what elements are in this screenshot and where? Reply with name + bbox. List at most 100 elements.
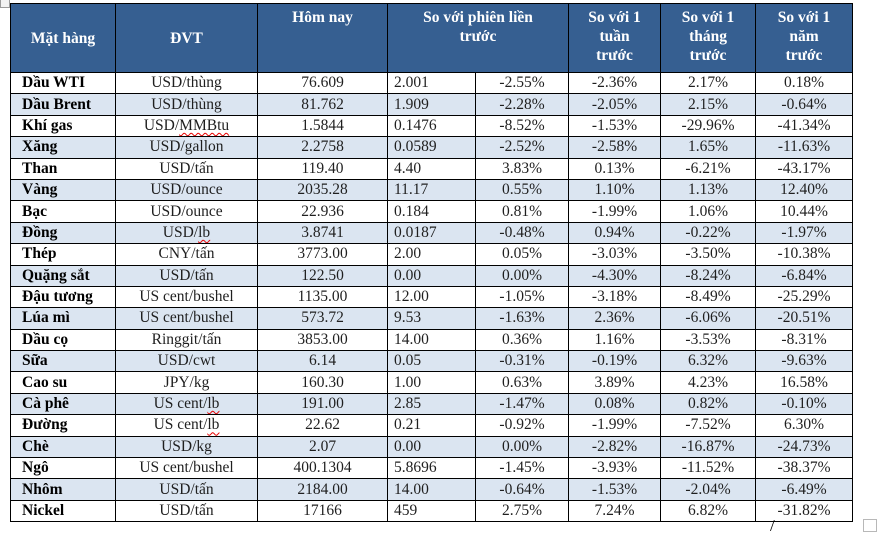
today-cell: 3773.00	[257, 243, 388, 266]
year-pct-cell: 6.30%	[755, 414, 854, 437]
today-cell: 1135.00	[257, 285, 388, 309]
table-row: Nickel USD/tấn 17166 459 2.75% 7.24% 6.82% -31.…	[10, 499, 854, 523]
resize-handle-square[interactable]	[863, 519, 877, 532]
year-pct-cell: -6.84%	[755, 264, 854, 287]
header-vs-year: So với 1 năm trước	[755, 3, 854, 73]
table-row: Dầu WTI USD/thùng 76.609 2.001 -2.55% -2.36% 2…	[10, 71, 854, 95]
commodity-cell: Sữa	[10, 350, 116, 373]
header-today: Hôm nay	[257, 3, 388, 73]
week-pct-cell: 3.89%	[568, 371, 662, 394]
table-row: Đường US cent/lb 22.62 0.21 -0.92% -1.99% -7.5…	[10, 414, 854, 437]
year-pct-cell: -0.10%	[755, 392, 854, 416]
unit-cell: USD/kg	[115, 435, 258, 459]
change-abs-cell: 1.909	[387, 93, 476, 116]
table-row: Xăng USD/gallon 2.2758 0.0589 -2.52% -2.58% 1.…	[10, 136, 854, 159]
header-line: So với 1	[681, 9, 735, 26]
change-pct-cell: 0.63%	[474, 371, 570, 394]
commodity-cell: Lúa mì	[10, 307, 116, 330]
today-cell: 76.609	[257, 71, 388, 95]
today-cell: 6.14	[257, 350, 388, 373]
week-pct-cell: 0.94%	[568, 221, 662, 245]
change-pct-cell: 0.00%	[474, 435, 570, 459]
month-pct-cell: -6.06%	[660, 307, 757, 330]
week-pct-cell: -4.30%	[568, 264, 662, 287]
month-pct-cell: 1.06%	[660, 200, 757, 223]
change-abs-cell: 1.00	[387, 371, 476, 394]
year-pct-cell: -11.63%	[755, 136, 854, 159]
month-pct-cell: -8.24%	[660, 264, 757, 287]
change-pct-cell: 0.55%	[474, 178, 570, 202]
unit-cell: CNY/tấn	[115, 243, 258, 266]
unit-cell: USD/thùng	[115, 71, 258, 95]
change-abs-cell: 12.00	[387, 285, 476, 309]
week-pct-cell: -2.05%	[568, 93, 662, 116]
today-cell: 191.00	[257, 392, 388, 416]
today-cell: 122.50	[257, 264, 388, 287]
month-pct-cell: 4.23%	[660, 371, 757, 394]
week-pct-cell: -1.53%	[568, 114, 662, 138]
unit-cell: US cent/bushel	[115, 307, 258, 330]
week-pct-cell: -3.93%	[568, 457, 662, 480]
month-pct-cell: -29.96%	[660, 114, 757, 138]
today-cell: 2184.00	[257, 478, 388, 501]
change-pct-cell: -0.64%	[474, 478, 570, 501]
text-cursor-slash: /	[770, 516, 775, 535]
year-pct-cell: -31.82%	[755, 499, 854, 523]
change-pct-cell: 0.81%	[474, 200, 570, 223]
week-pct-cell: -1.99%	[568, 414, 662, 437]
year-pct-cell: -0.64%	[755, 93, 854, 116]
unit-cell: USD/ounce	[115, 178, 258, 202]
unit-cell: JPY/kg	[115, 371, 258, 394]
unit-cell: USD/cwt	[115, 350, 258, 373]
unit-cell: USD/gallon	[115, 136, 258, 159]
week-pct-cell: 1.10%	[568, 178, 662, 202]
header-line: trước	[596, 47, 633, 64]
week-pct-cell: -1.53%	[568, 478, 662, 501]
commodity-cell: Quặng sắt	[10, 264, 116, 287]
header-unit: ĐVT	[115, 3, 258, 73]
year-pct-cell: 10.44%	[755, 200, 854, 223]
year-pct-cell: -9.63%	[755, 350, 854, 373]
today-cell: 3853.00	[257, 328, 388, 352]
commodity-cell: Thép	[10, 243, 116, 266]
unit-text: US cent/	[153, 416, 208, 434]
year-pct-cell: -25.29%	[755, 285, 854, 309]
unit-cell: USD/tấn	[115, 264, 258, 287]
header-line: So với phiên liền	[423, 9, 533, 26]
commodity-cell: Cà phê	[10, 392, 116, 416]
year-pct-cell: 0.18%	[755, 71, 854, 95]
today-cell: 400.1304	[257, 457, 388, 480]
change-abs-cell: 0.21	[387, 414, 476, 437]
unit-cell: US cent/bushel	[115, 285, 258, 309]
year-pct-cell: -1.97%	[755, 221, 854, 245]
today-cell: 22.936	[257, 200, 388, 223]
unit-misspelled-text: lb	[207, 395, 220, 413]
table-row: Vàng USD/ounce 2035.28 11.17 0.55% 1.10% 1.13%…	[10, 178, 854, 202]
change-abs-cell: 0.05	[387, 350, 476, 373]
header-line: trước	[459, 28, 497, 45]
change-abs-cell: 14.00	[387, 328, 476, 352]
year-pct-cell: -10.38%	[755, 243, 854, 266]
year-pct-cell: -43.17%	[755, 157, 854, 180]
today-cell: 2.07	[257, 435, 388, 459]
table-row: Lúa mì US cent/bushel 573.72 9.53 -1.63% 2.36…	[10, 307, 854, 330]
commodity-cell: Nickel	[10, 499, 116, 523]
today-cell: 160.30	[257, 371, 388, 394]
header-line: năm	[789, 28, 819, 45]
table-row: Ngô US cent/bushel 400.1304 5.8696 -1.45% -3.…	[10, 457, 854, 480]
unit-cell: USD/thùng	[115, 93, 258, 116]
commodity-cell: Nhôm	[10, 478, 116, 501]
table-row: Dầu cọ Ringgit/tấn 3853.00 14.00 0.36% 1.16% -…	[10, 328, 854, 352]
unit-cell: US cent/lb	[115, 392, 258, 416]
change-abs-cell: 4.40	[387, 157, 476, 180]
month-pct-cell: 2.17%	[660, 71, 757, 95]
change-abs-cell: 0.1476	[387, 114, 476, 138]
table-row: Thép CNY/tấn 3773.00 2.00 0.05% -3.03% -3.50% -…	[10, 243, 854, 266]
change-pct-cell: 0.36%	[474, 328, 570, 352]
change-abs-cell: 14.00	[387, 478, 476, 501]
month-pct-cell: 0.82%	[660, 392, 757, 416]
header-row: Mặt hàng ĐVT Hôm nay So với phiên liền t…	[10, 3, 854, 73]
commodity-cell: Dầu cọ	[10, 328, 116, 352]
table-move-handle-icon[interactable]	[0, 0, 10, 8]
year-pct-cell: 16.58%	[755, 371, 854, 394]
